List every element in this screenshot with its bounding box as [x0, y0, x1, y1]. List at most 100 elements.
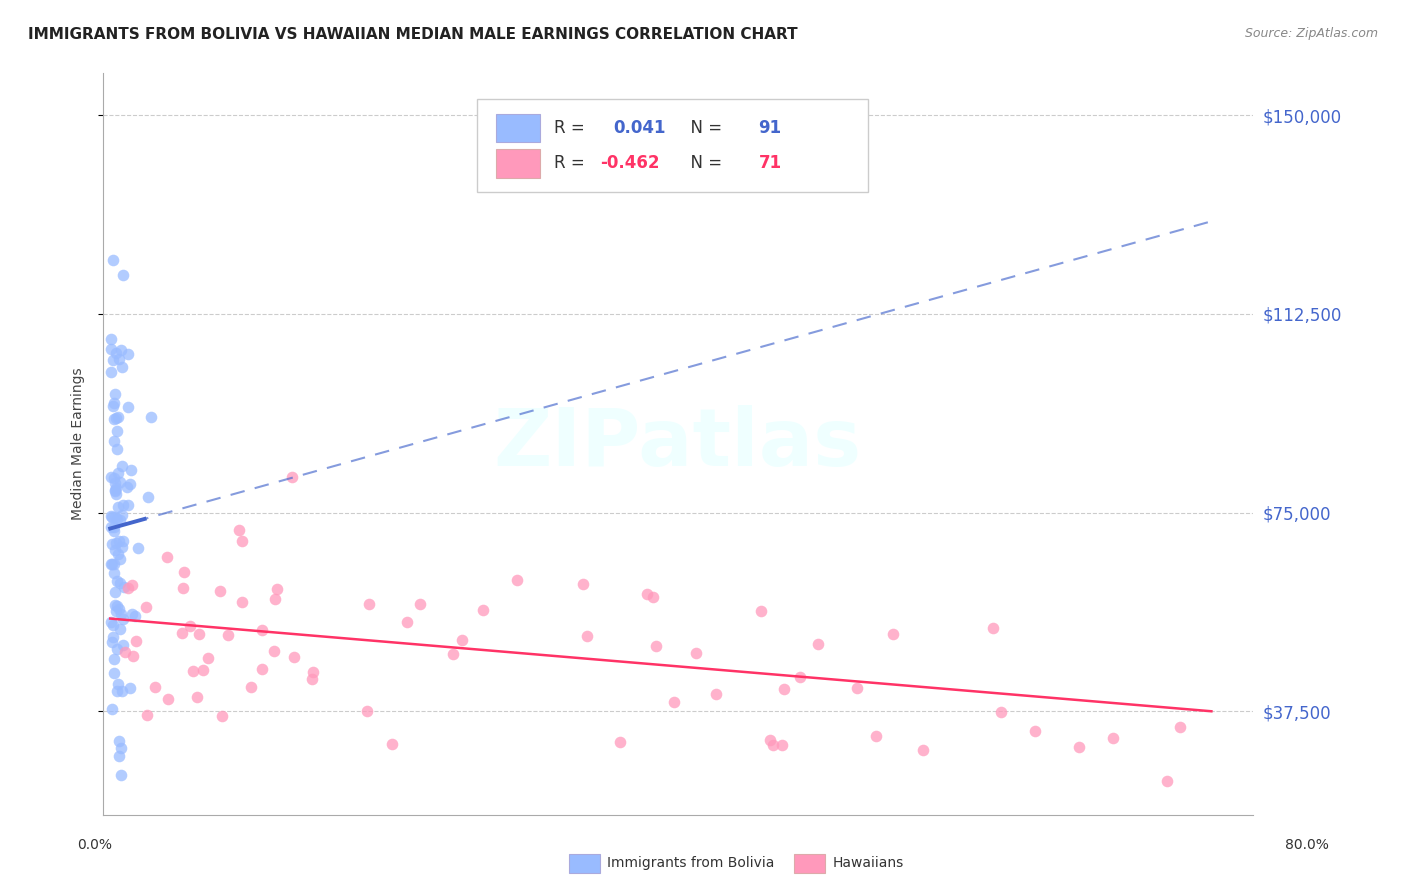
- Point: [156, 691, 179, 706]
- Point: [636, 587, 658, 601]
- Point: [111, 533, 134, 548]
- Point: [845, 681, 868, 695]
- Point: [179, 618, 201, 632]
- Point: [105, 442, 128, 456]
- Point: [127, 541, 149, 556]
- Point: [108, 623, 131, 637]
- Point: [103, 434, 125, 449]
- Point: [283, 649, 305, 664]
- Point: [250, 623, 273, 637]
- Point: [108, 513, 131, 527]
- Point: [101, 400, 124, 414]
- Point: [228, 523, 250, 537]
- Point: [121, 578, 143, 592]
- Point: [172, 582, 194, 596]
- Point: [124, 609, 146, 624]
- Point: [357, 597, 380, 611]
- Point: [112, 581, 135, 595]
- Point: [117, 581, 139, 595]
- Point: [990, 706, 1012, 720]
- Point: [572, 576, 595, 591]
- Point: [301, 673, 323, 687]
- Point: [100, 509, 122, 524]
- Point: [105, 512, 128, 526]
- Point: [104, 487, 127, 501]
- Point: [111, 684, 134, 698]
- Point: [110, 607, 132, 621]
- Point: [117, 400, 139, 414]
- Point: [104, 484, 127, 499]
- Point: [263, 591, 285, 606]
- Point: [685, 646, 707, 660]
- Point: [104, 481, 127, 495]
- Point: [266, 582, 288, 597]
- Point: [762, 738, 785, 752]
- Point: [197, 650, 219, 665]
- Point: [301, 665, 323, 679]
- Point: [643, 591, 665, 605]
- Point: [104, 509, 127, 524]
- Point: [103, 412, 125, 426]
- Point: [172, 626, 194, 640]
- Point: [107, 500, 129, 515]
- Point: [239, 681, 262, 695]
- Point: [122, 648, 145, 663]
- Point: [441, 647, 464, 661]
- Point: [1024, 724, 1046, 739]
- Point: [103, 524, 125, 538]
- Point: [111, 638, 134, 652]
- Point: [100, 520, 122, 534]
- Point: [101, 253, 124, 268]
- Point: [100, 366, 122, 380]
- Point: [101, 537, 124, 551]
- Point: [758, 733, 780, 747]
- Point: [136, 490, 159, 504]
- Point: [101, 557, 124, 571]
- Point: [575, 629, 598, 643]
- Point: [209, 584, 232, 599]
- Point: [103, 352, 125, 367]
- Point: [662, 694, 685, 708]
- Point: [105, 599, 128, 614]
- Point: [108, 748, 131, 763]
- Point: [121, 607, 143, 621]
- Point: [103, 566, 125, 580]
- Point: [773, 681, 796, 696]
- Text: R =: R =: [554, 154, 591, 172]
- Point: [111, 540, 134, 554]
- Point: [111, 612, 134, 626]
- Point: [103, 471, 125, 485]
- Point: [111, 268, 134, 282]
- Point: [100, 615, 122, 629]
- Point: [231, 595, 253, 609]
- Point: [105, 684, 128, 698]
- Point: [125, 633, 148, 648]
- Point: [108, 534, 131, 549]
- Point: [104, 585, 127, 599]
- Point: [103, 666, 125, 681]
- Point: [118, 681, 141, 696]
- Point: [101, 701, 124, 715]
- Point: [104, 387, 127, 401]
- Text: R =: R =: [554, 119, 591, 136]
- Point: [104, 345, 127, 359]
- Point: [103, 396, 125, 410]
- Point: [789, 670, 811, 684]
- Point: [101, 618, 124, 632]
- Point: [281, 470, 304, 484]
- Point: [101, 634, 124, 648]
- Point: [104, 535, 127, 549]
- Point: [107, 409, 129, 424]
- Point: [882, 627, 904, 641]
- FancyBboxPatch shape: [477, 99, 868, 192]
- Point: [111, 359, 134, 374]
- Text: N =: N =: [681, 119, 728, 136]
- Point: [107, 548, 129, 562]
- Text: Source: ZipAtlas.com: Source: ZipAtlas.com: [1244, 27, 1378, 40]
- Point: [103, 557, 125, 571]
- Point: [912, 743, 935, 757]
- Point: [1168, 720, 1191, 734]
- Point: [609, 735, 631, 749]
- Text: 0.041: 0.041: [613, 119, 666, 136]
- Text: 80.0%: 80.0%: [1285, 838, 1329, 852]
